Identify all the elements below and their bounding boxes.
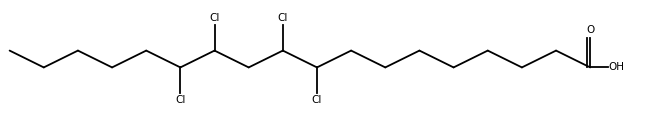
Text: OH: OH (609, 62, 625, 72)
Text: O: O (586, 25, 594, 35)
Text: Cl: Cl (312, 95, 322, 105)
Text: Cl: Cl (278, 13, 288, 23)
Text: Cl: Cl (209, 13, 220, 23)
Text: Cl: Cl (175, 95, 185, 105)
